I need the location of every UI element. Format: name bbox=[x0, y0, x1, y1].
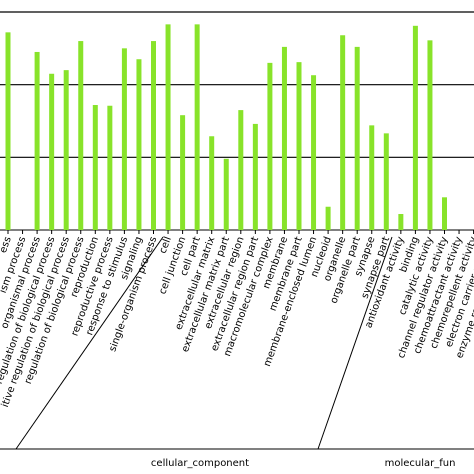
bar bbox=[340, 35, 346, 231]
group-divider bbox=[317, 236, 393, 450]
bar bbox=[121, 48, 127, 231]
bar bbox=[165, 24, 171, 230]
group-label: cellular_component bbox=[151, 458, 249, 469]
bar bbox=[325, 206, 331, 230]
bar bbox=[107, 105, 113, 230]
bar bbox=[383, 133, 389, 230]
bar bbox=[78, 41, 84, 230]
group-divider bbox=[15, 236, 164, 450]
bar bbox=[369, 125, 375, 230]
bar bbox=[252, 123, 258, 230]
bar bbox=[49, 73, 55, 231]
bar bbox=[136, 59, 142, 230]
bar bbox=[267, 62, 273, 230]
group-label: molecular_fun bbox=[385, 458, 456, 469]
bar bbox=[151, 41, 156, 230]
bar bbox=[92, 105, 98, 230]
bar bbox=[427, 40, 433, 231]
bar bbox=[296, 62, 302, 230]
bar bbox=[63, 70, 69, 230]
bar bbox=[209, 136, 215, 230]
bar bbox=[180, 115, 186, 230]
bar bbox=[194, 24, 200, 230]
bar bbox=[223, 158, 229, 230]
bar bbox=[281, 46, 287, 230]
bar bbox=[5, 32, 11, 231]
bar bbox=[238, 110, 244, 230]
bar bbox=[442, 197, 447, 230]
bar bbox=[354, 46, 360, 230]
bar bbox=[311, 75, 317, 230]
bar bbox=[34, 51, 40, 230]
bar bbox=[398, 214, 404, 230]
bar bbox=[412, 25, 418, 230]
